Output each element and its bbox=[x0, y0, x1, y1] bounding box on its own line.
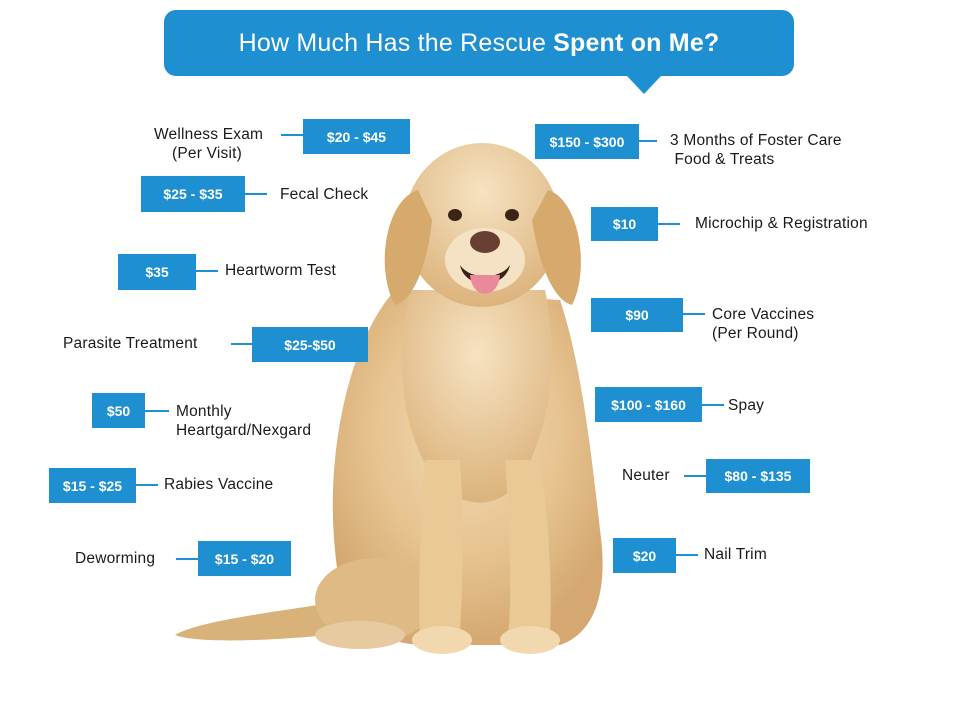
spay-label: Spay bbox=[728, 397, 765, 414]
wellness-exam-price: $20 - $45 bbox=[303, 119, 410, 154]
microchip-price: $10 bbox=[591, 207, 658, 241]
nail-trim-connector bbox=[676, 554, 698, 556]
heartgard-price: $50 bbox=[92, 393, 145, 428]
rabies-vaccine-connector bbox=[136, 484, 158, 486]
deworming-label: Deworming bbox=[75, 550, 156, 567]
foster-care-price: $150 - $300 bbox=[535, 124, 639, 159]
foster-care-connector bbox=[639, 140, 657, 142]
neuter-price: $80 - $135 bbox=[706, 459, 810, 493]
golden-retriever-image bbox=[175, 143, 603, 654]
heartworm-test-price: $35 bbox=[118, 254, 196, 290]
wellness-exam-label: Wellness Exam (Per Visit) bbox=[154, 126, 264, 162]
wellness-exam-connector bbox=[281, 134, 303, 136]
rabies-vaccine-price: $15 - $25 bbox=[49, 468, 136, 503]
deworming-price: $15 - $20 bbox=[198, 541, 291, 576]
neuter-label: Neuter bbox=[622, 467, 670, 484]
parasite-treatment-connector bbox=[231, 343, 252, 345]
heartworm-test-connector bbox=[196, 270, 218, 272]
parasite-treatment-price: $25-$50 bbox=[252, 327, 368, 362]
neuter-connector bbox=[684, 475, 706, 477]
core-vaccines-price: $90 bbox=[591, 298, 683, 332]
foster-care-label: 3 Months of Foster Care Food & Treats bbox=[670, 132, 842, 168]
microchip-connector bbox=[658, 223, 680, 225]
fecal-check-connector bbox=[245, 193, 267, 195]
heartgard-label: Monthly Heartgard/Nexgard bbox=[176, 403, 312, 439]
spay-price: $100 - $160 bbox=[595, 387, 702, 422]
rabies-vaccine-label: Rabies Vaccine bbox=[164, 476, 274, 493]
parasite-treatment-label: Parasite Treatment bbox=[63, 335, 198, 352]
fecal-check-price: $25 - $35 bbox=[141, 176, 245, 212]
heartworm-test-label: Heartworm Test bbox=[225, 262, 337, 279]
deworming-connector bbox=[176, 558, 198, 560]
title-bold: Spent on Me? bbox=[553, 28, 720, 57]
heartgard-connector bbox=[145, 410, 169, 412]
core-vaccines-label: Core Vaccines (Per Round) bbox=[712, 306, 815, 342]
title-banner: How Much Has the Rescue Spent on Me? bbox=[164, 10, 794, 94]
microchip-label: Microchip & Registration bbox=[695, 215, 868, 232]
title-regular: How Much Has the Rescue bbox=[238, 28, 547, 57]
nail-trim-label: Nail Trim bbox=[704, 546, 767, 563]
core-vaccines-connector bbox=[683, 313, 705, 315]
spay-connector bbox=[702, 404, 724, 406]
nail-trim-price: $20 bbox=[613, 538, 676, 573]
fecal-check-label: Fecal Check bbox=[280, 186, 369, 203]
